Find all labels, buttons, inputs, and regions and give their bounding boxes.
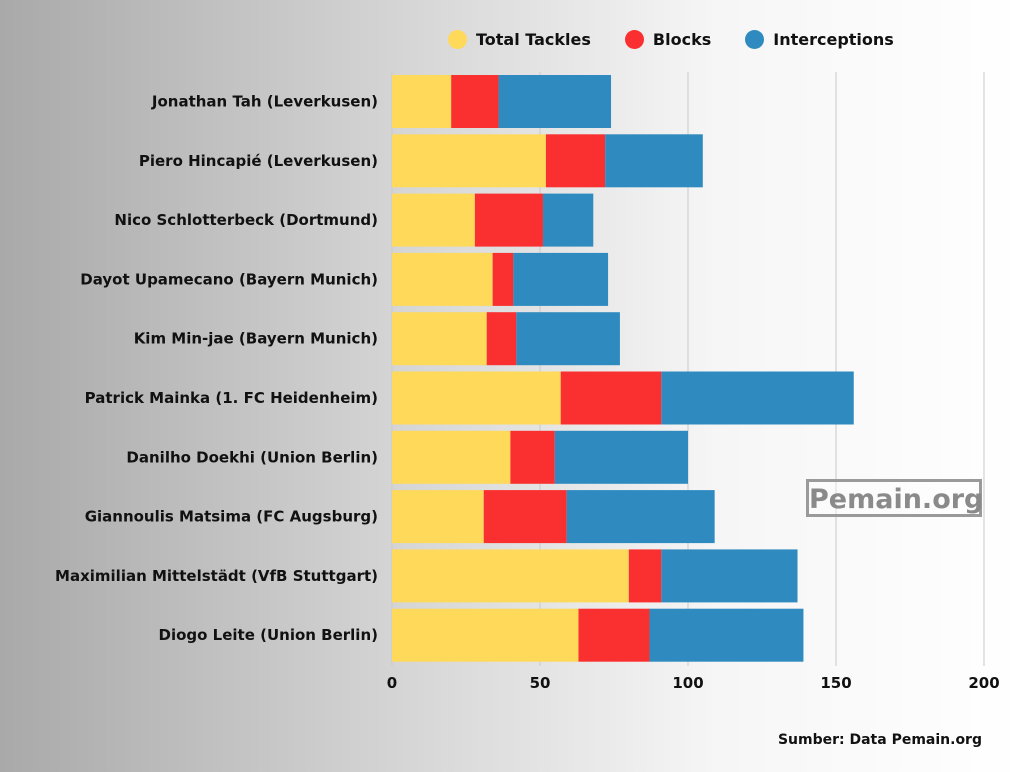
bar-segment-blocks bbox=[560, 371, 662, 425]
category-label: Piero Hincapié (Leverkusen) bbox=[139, 152, 378, 170]
legend-item-blocks: Blocks bbox=[624, 30, 712, 49]
bar-segment-interceptions bbox=[661, 549, 798, 603]
bar-segment-interceptions bbox=[513, 252, 609, 306]
x-tick-label: 200 bbox=[968, 674, 999, 692]
legend-label-interceptions: Interceptions bbox=[773, 30, 894, 49]
bar-segment-total-tackles bbox=[392, 608, 579, 662]
bar-segment-total-tackles bbox=[392, 75, 452, 128]
bar-segment-total-tackles bbox=[392, 371, 561, 425]
bar-segment-blocks bbox=[451, 75, 499, 128]
legend-swatch-blocks bbox=[624, 30, 644, 49]
legend-label-total-tackles: Total Tackles bbox=[476, 30, 591, 49]
category-label: Giannoulis Matsima (FC Augsburg) bbox=[85, 508, 378, 526]
category-label: Danilho Doekhi (Union Berlin) bbox=[126, 448, 378, 466]
bar-segment-total-tackles bbox=[392, 134, 546, 188]
legend-item-total-tackles: Total Tackles bbox=[448, 30, 591, 49]
bar-segment-blocks bbox=[483, 490, 567, 544]
category-label: Nico Schlotterbeck (Dortmund) bbox=[114, 211, 378, 229]
x-tick-label: 50 bbox=[530, 674, 551, 692]
bar-segment-total-tackles bbox=[392, 312, 487, 366]
bar-segment-interceptions bbox=[516, 312, 620, 366]
bar-segment-total-tackles bbox=[392, 490, 484, 544]
bar-segment-interceptions bbox=[649, 608, 804, 662]
category-label: Patrick Mainka (1. FC Heidenheim) bbox=[85, 389, 378, 407]
source-note: Sumber: Data Pemain.org bbox=[777, 732, 982, 748]
category-label: Maximilian Mittelstädt (VfB Stuttgart) bbox=[55, 567, 378, 585]
category-label: Kim Min-jae (Bayern Munich) bbox=[134, 330, 378, 348]
bar-segment-interceptions bbox=[566, 490, 715, 544]
x-tick-label: 150 bbox=[820, 674, 851, 692]
bar-segment-blocks bbox=[545, 134, 606, 188]
bar-segment-blocks bbox=[474, 193, 543, 247]
legend-item-interceptions: Interceptions bbox=[745, 30, 894, 49]
bar-segment-interceptions bbox=[542, 193, 594, 247]
bar-segment-blocks bbox=[628, 549, 662, 603]
bar-segment-interceptions bbox=[605, 134, 703, 188]
bar-segment-interceptions bbox=[554, 430, 688, 484]
legend-swatch-total-tackles bbox=[448, 30, 467, 49]
x-tick-label: 100 bbox=[672, 674, 703, 692]
watermark-logo: Pemain.org bbox=[806, 479, 983, 517]
category-label: Jonathan Tah (Leverkusen) bbox=[151, 93, 378, 111]
bar-segment-total-tackles bbox=[392, 430, 511, 484]
bar-segment-blocks bbox=[492, 252, 514, 306]
legend-swatch-interceptions bbox=[745, 30, 765, 49]
legend: Total Tackles Blocks Interceptions bbox=[448, 30, 894, 49]
legend-label-blocks: Blocks bbox=[652, 30, 712, 49]
bar-segment-total-tackles bbox=[392, 549, 629, 603]
x-tick-label: 0 bbox=[387, 674, 397, 692]
bar-segment-blocks bbox=[578, 608, 650, 662]
bar-segment-total-tackles bbox=[392, 252, 493, 306]
bar-segment-interceptions bbox=[498, 75, 612, 128]
bar-segment-blocks bbox=[510, 430, 555, 484]
bar-segment-total-tackles bbox=[392, 193, 475, 247]
bar-segment-interceptions bbox=[661, 371, 854, 425]
bar-segment-blocks bbox=[486, 312, 517, 366]
category-label: Dayot Upamecano (Bayern Munich) bbox=[80, 270, 378, 288]
category-label: Diogo Leite (Union Berlin) bbox=[159, 626, 379, 644]
